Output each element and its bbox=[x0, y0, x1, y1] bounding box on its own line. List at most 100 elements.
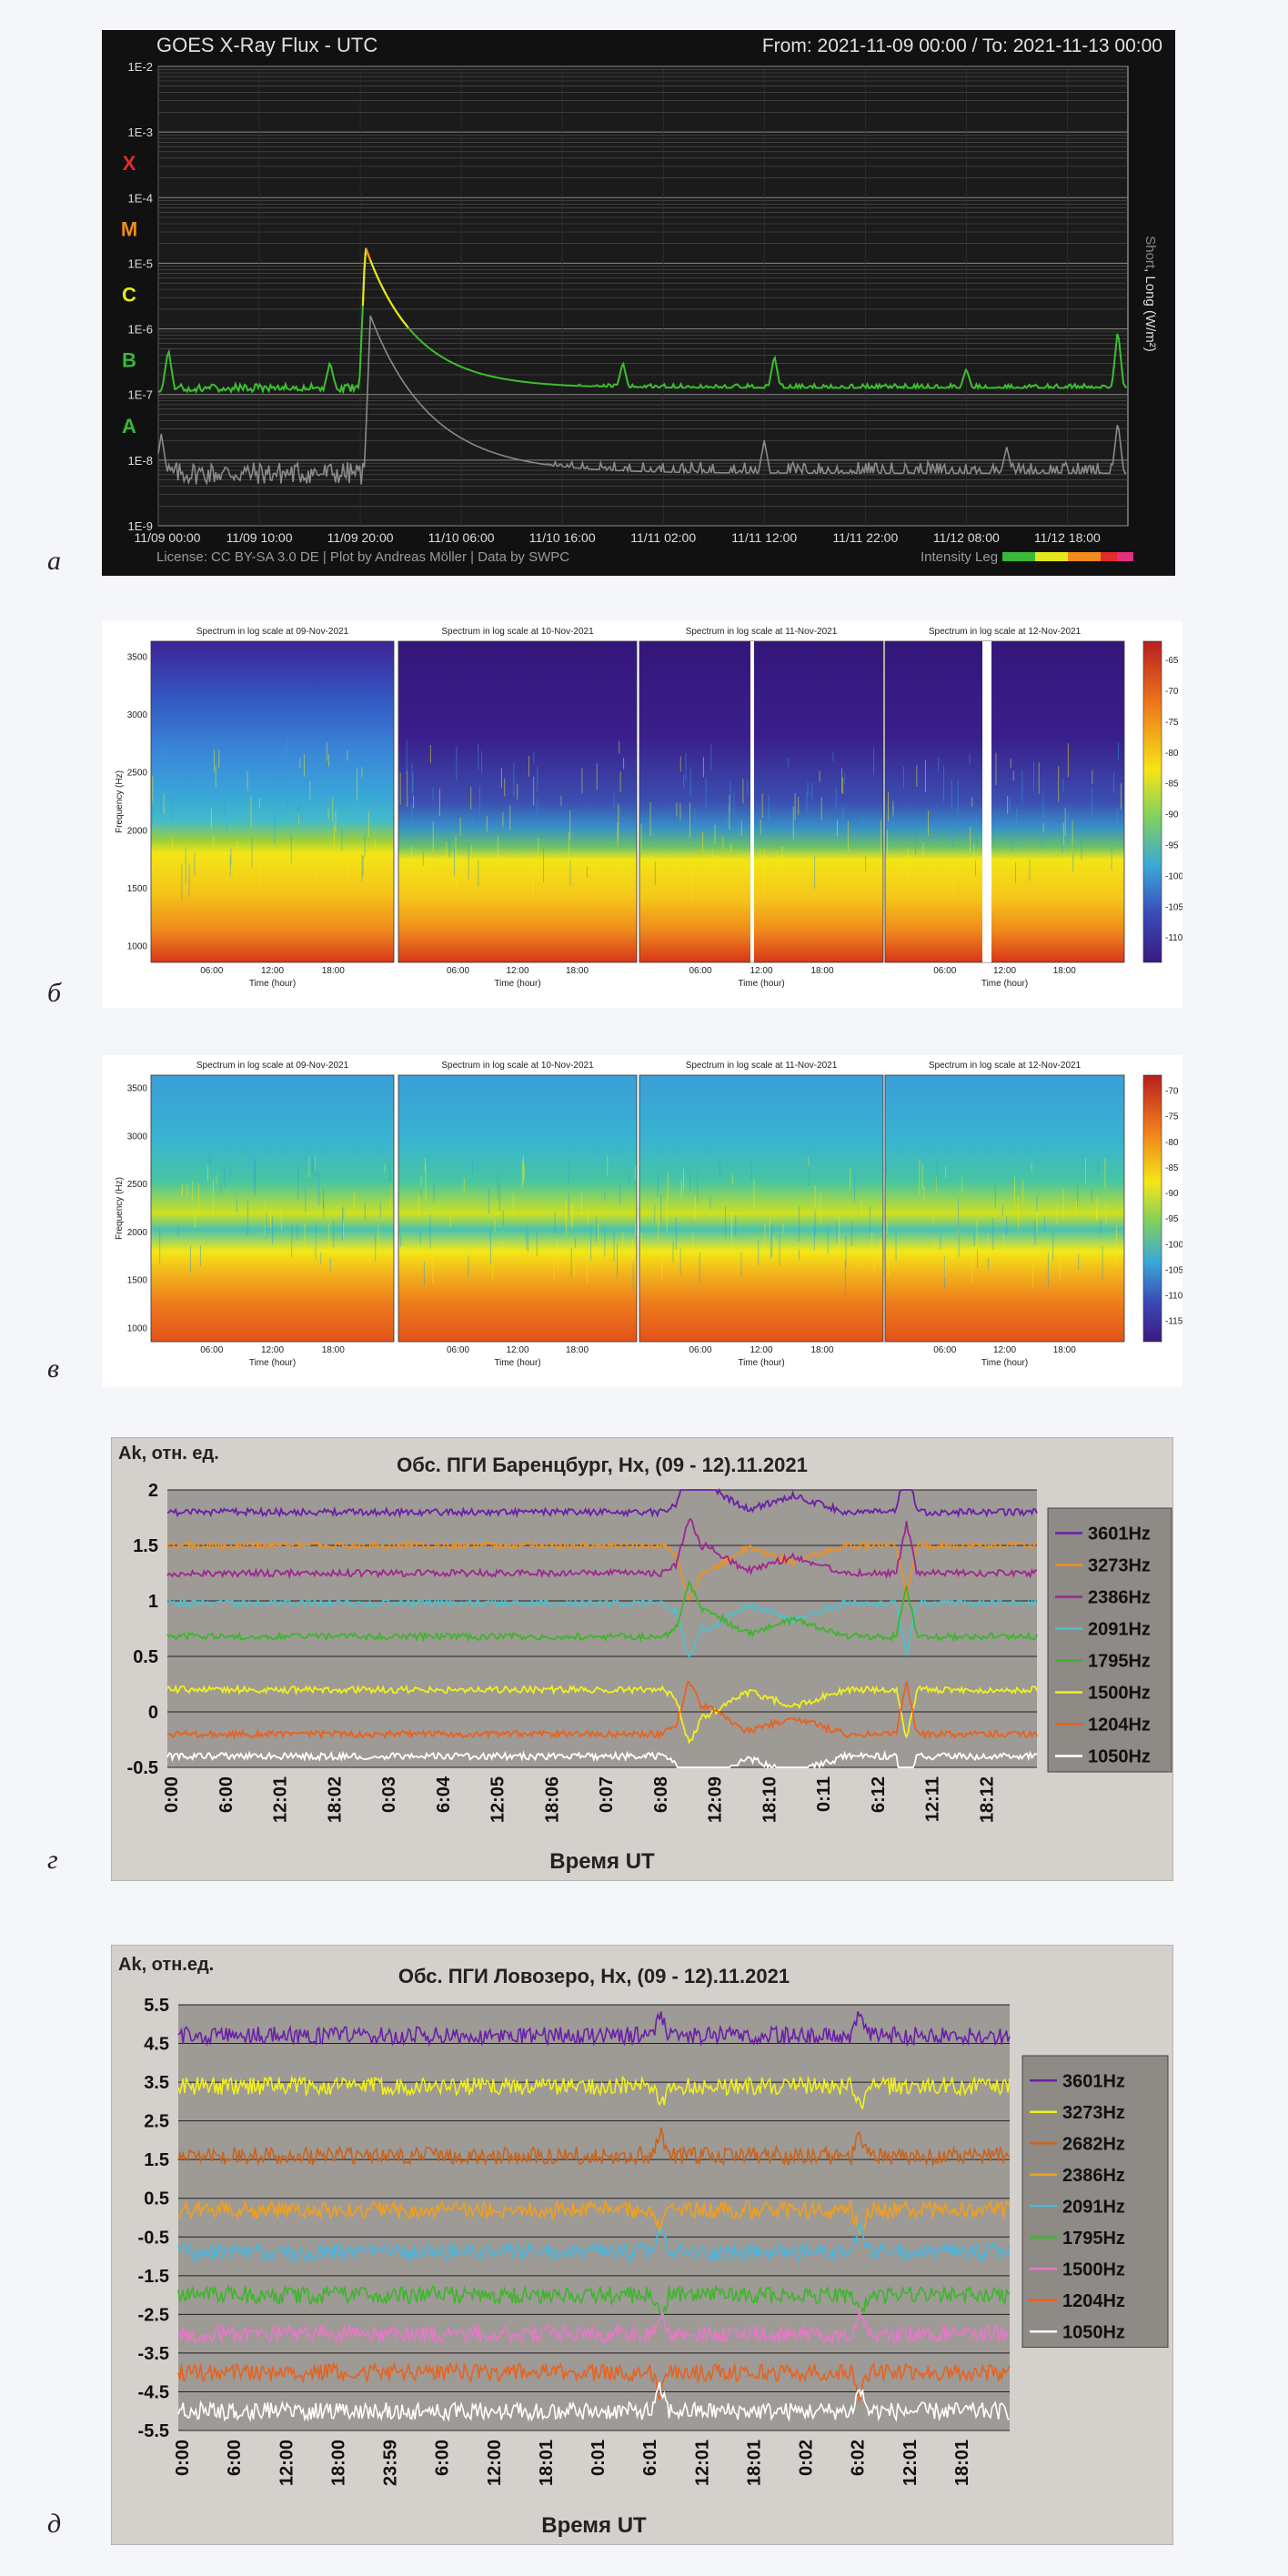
spectrogram-chart-1: Spectrum in log scale at 09-Nov-2021 06:0… bbox=[102, 621, 1182, 1008]
station-title: Обс. ПГИ Ловозеро, Hx, (09 - 12).11.2021 bbox=[398, 1965, 790, 1987]
colorbar-tick-label: -75 bbox=[1165, 1112, 1179, 1122]
station-ytick-label: -0.5 bbox=[138, 2228, 169, 2248]
lovozero-panel: Ak, отн.ед. Обс. ПГИ Ловозеро, Hx, (09 - … bbox=[111, 1945, 1173, 2545]
spectrogram-xtick-label: 18:00 bbox=[810, 1345, 833, 1355]
spectrogram-frame bbox=[884, 1074, 1125, 1343]
colorbar-tick-label: -90 bbox=[1165, 1189, 1179, 1199]
goes-flare-class-label: C bbox=[122, 284, 136, 307]
spectrogram-ytick-label: 1000 bbox=[127, 941, 148, 951]
station-series-2682Hz bbox=[177, 2127, 1011, 2168]
goes-ytick-label: 1E-9 bbox=[128, 519, 153, 533]
goes-xtick-label: 11/09 20:00 bbox=[327, 530, 394, 545]
colorbar-tick-label: -95 bbox=[1165, 841, 1179, 851]
spectrogram-data-gap bbox=[750, 641, 754, 962]
station-legend-label: 3273Hz bbox=[1062, 2103, 1125, 2123]
goes-range: From: 2021-11-09 00:00 / To: 2021-11-13 … bbox=[762, 35, 1162, 56]
spectrogram-xtick-label: 18:00 bbox=[566, 966, 589, 976]
station-legend-label: 1500Hz bbox=[1088, 1684, 1151, 1704]
spectrogram-panel-title: Spectrum in log scale at 12-Nov-2021 bbox=[929, 1061, 1082, 1071]
spectrogram-panel-2: Spectrum in log scale at 09-Nov-2021 06:0… bbox=[102, 1055, 1182, 1387]
station-xtick-label: 12:11 bbox=[923, 1776, 943, 1822]
station-y-label: Ak, отн. ед. bbox=[118, 1444, 219, 1464]
barentsburg-chart: Ak, отн. ед. Обс. ПГИ Баренцбург, Hx, (09… bbox=[111, 1437, 1173, 1881]
colorbar-tick-label: -65 bbox=[1165, 656, 1179, 666]
goes-flare-class-label: A bbox=[122, 415, 136, 438]
spectrogram-ytick-label: 1500 bbox=[127, 1276, 148, 1286]
station-xtick-label: 6:08 bbox=[651, 1776, 671, 1813]
spectrogram-xtick-label: 06:00 bbox=[447, 966, 469, 976]
station-xtick-label: 0:11 bbox=[814, 1776, 834, 1812]
spectrogram-xtick-label: 12:00 bbox=[506, 966, 528, 976]
station-legend-label: 2386Hz bbox=[1088, 1588, 1151, 1608]
goes-right-label-short: Short bbox=[1142, 236, 1158, 269]
station-xtick-label: 12:01 bbox=[271, 1776, 291, 1823]
goes-xtick-label: 11/10 16:00 bbox=[529, 530, 596, 545]
goes-ytick-label: 1E-6 bbox=[128, 323, 153, 337]
spectrogram-image bbox=[151, 1075, 394, 1342]
colorbar-tick-label: -80 bbox=[1165, 749, 1179, 759]
goes-plot-area bbox=[157, 65, 1129, 527]
spectrogram-xtick-label: 06:00 bbox=[933, 966, 956, 976]
spectrogram-ytick-label: 2000 bbox=[127, 1228, 148, 1238]
station-ytick-label: 3.5 bbox=[144, 2073, 169, 2093]
spectrogram-xtick-label: 06:00 bbox=[200, 966, 223, 976]
goes-title: GOES X-Ray Flux - UTC bbox=[156, 34, 377, 56]
station-series-3601Hz bbox=[177, 2010, 1011, 2048]
spectrogram-frame bbox=[397, 1074, 638, 1343]
station-ytick-label: -3.5 bbox=[138, 2344, 169, 2364]
station-ytick-label: -0.5 bbox=[127, 1758, 158, 1778]
panel-letter-b: б bbox=[47, 978, 62, 1008]
station-legend-label: 2386Hz bbox=[1062, 2166, 1125, 2186]
station-legend-label: 1500Hz bbox=[1062, 2259, 1125, 2279]
panel-letter-a: а bbox=[47, 546, 61, 576]
station-xtick-label: 6:02 bbox=[849, 2440, 869, 2476]
spectrogram-xtick-label: 06:00 bbox=[447, 1345, 469, 1355]
station-xtick-label: 0:00 bbox=[173, 2440, 193, 2476]
spectrogram-xtick-label: 12:00 bbox=[506, 1345, 528, 1355]
station-xtick-label: 18:02 bbox=[325, 1776, 345, 1823]
spectrogram-data-gap bbox=[982, 641, 991, 962]
colorbar-tick-label: -100 bbox=[1165, 871, 1182, 881]
station-title: Обс. ПГИ Баренцбург, Hx, (09 - 12).11.20… bbox=[397, 1454, 808, 1476]
station-xtick-label: 18:01 bbox=[952, 2440, 972, 2486]
goes-series-long-c-segment bbox=[361, 247, 409, 328]
goes-right-axis-label: Short, Long (W/m²) bbox=[1142, 236, 1158, 352]
station-ytick-label: 1 bbox=[148, 1592, 158, 1612]
station-ytick-label: -5.5 bbox=[138, 2421, 169, 2441]
goes-series-short bbox=[157, 315, 1127, 486]
colorbar-tick-label: -115 bbox=[1165, 1317, 1182, 1327]
station-legend-label: 2091Hz bbox=[1062, 2197, 1125, 2217]
spectrogram-xtick-label: 12:00 bbox=[750, 966, 772, 976]
spectrogram-ylabel: Frequency (Hz) bbox=[115, 770, 125, 833]
goes-intensity-legend-swatch bbox=[1084, 552, 1101, 561]
goes-intensity-legend-swatch bbox=[1117, 552, 1133, 561]
spectrogram-xtick-label: 06:00 bbox=[933, 1345, 956, 1355]
goes-flare-class-label: X bbox=[123, 152, 136, 175]
goes-ytick-label: 1E-3 bbox=[128, 126, 153, 139]
spectrogram-ylabel: Frequency (Hz) bbox=[115, 1177, 125, 1240]
spectrogram-ytick-label: 2500 bbox=[127, 1180, 148, 1190]
spectrogram-xlabel: Time (hour) bbox=[249, 979, 296, 989]
colorbar-tick-label: -105 bbox=[1165, 902, 1182, 912]
station-series-2386Hz bbox=[177, 2199, 1011, 2237]
spectrogram-image bbox=[398, 1075, 637, 1342]
colorbar-tick-label: -70 bbox=[1165, 687, 1179, 697]
spectrogram-xtick-label: 12:00 bbox=[261, 1345, 284, 1355]
station-xtick-label: 12:01 bbox=[901, 2440, 921, 2486]
spectrogram-xtick-label: 18:00 bbox=[810, 966, 833, 976]
colorbar-tick-label: -85 bbox=[1165, 780, 1179, 790]
station-series-1795Hz bbox=[177, 2283, 1011, 2317]
colorbar-tick-label: -105 bbox=[1165, 1265, 1182, 1275]
spectrogram-panel-title: Spectrum in log scale at 11-Nov-2021 bbox=[686, 1061, 838, 1071]
colorbar-tick-label: -85 bbox=[1165, 1163, 1179, 1173]
station-xtick-label: 6:04 bbox=[434, 1776, 454, 1813]
station-legend-label: 1795Hz bbox=[1088, 1652, 1151, 1672]
station-xlabel: Время UT bbox=[549, 1849, 655, 1874]
spectrogram-xtick-label: 18:00 bbox=[1053, 966, 1076, 976]
spectrogram-ytick-label: 3500 bbox=[127, 653, 148, 663]
goes-flare-class-label: B bbox=[122, 349, 136, 372]
goes-xtick-label: 11/11 12:00 bbox=[731, 530, 797, 545]
goes-flare-class-label: M bbox=[121, 217, 137, 240]
goes-intensity-legend-label: Intensity Leg bbox=[921, 549, 998, 565]
spectrogram-image bbox=[151, 641, 394, 962]
